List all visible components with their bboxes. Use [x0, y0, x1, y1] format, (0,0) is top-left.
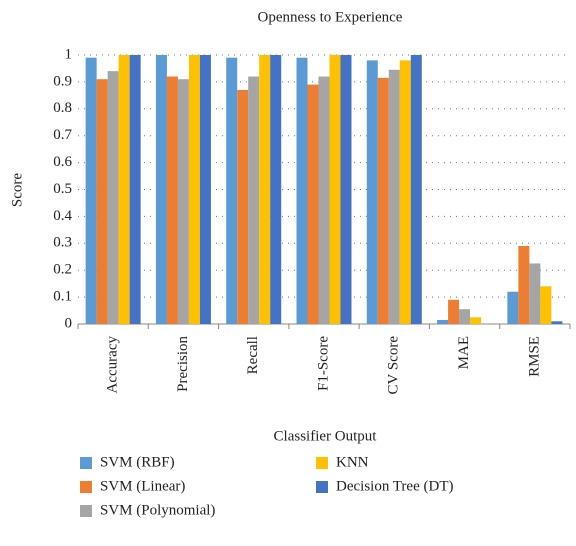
x-tick-label: F1-Score	[315, 336, 331, 391]
bar	[399, 60, 411, 324]
bar	[329, 55, 341, 324]
bar	[226, 57, 238, 324]
bar	[318, 76, 330, 325]
y-tick-label: 1	[65, 46, 73, 62]
y-tick-label: 0.1	[53, 289, 72, 305]
y-tick-label: 0.7	[53, 127, 72, 143]
x-tick-label: CV Score	[386, 336, 402, 395]
bar	[518, 245, 530, 324]
x-tick-label: Recall	[245, 336, 261, 374]
legend-swatch	[80, 481, 92, 493]
bar	[96, 79, 108, 325]
x-tick-label: RMSE	[526, 336, 542, 377]
x-tick-label: Precision	[175, 336, 191, 392]
x-axis-label: Classifier Output	[274, 428, 378, 444]
bar	[270, 55, 282, 324]
bar	[470, 317, 482, 324]
bar	[85, 57, 97, 324]
bar	[540, 286, 552, 324]
bar	[366, 60, 378, 324]
bar	[237, 89, 249, 324]
y-tick-label: 0.2	[53, 262, 72, 278]
bar	[448, 299, 460, 324]
bar	[248, 76, 260, 325]
bar	[307, 84, 319, 324]
y-tick-label: 0.5	[53, 181, 72, 197]
bar	[377, 77, 389, 325]
bar	[551, 321, 563, 324]
legend-label: KNN	[336, 454, 369, 470]
bar	[296, 57, 308, 324]
legend-swatch	[316, 481, 328, 493]
legend-label: Decision Tree (DT)	[336, 478, 453, 494]
bar	[177, 79, 189, 325]
bar	[507, 291, 519, 324]
legend-label: SVM (RBF)	[100, 454, 175, 470]
bar	[166, 76, 178, 325]
legend-swatch	[80, 505, 92, 517]
bar	[129, 55, 141, 324]
bar	[118, 55, 130, 324]
y-tick-label: 0	[65, 315, 73, 331]
bar	[410, 55, 422, 324]
y-axis-label: Score	[9, 173, 25, 207]
x-tick-label: Accuracy	[105, 336, 121, 394]
y-tick-label: 0.3	[53, 235, 72, 251]
y-tick-label: 0.6	[53, 154, 72, 170]
bar	[529, 263, 541, 324]
bar	[155, 55, 167, 324]
bar	[388, 69, 400, 324]
bar	[188, 55, 200, 324]
legend-label: SVM (Polynomial)	[100, 502, 215, 518]
bar	[437, 319, 449, 324]
bar	[340, 55, 352, 324]
y-tick-label: 0.9	[53, 73, 72, 89]
bar	[259, 55, 271, 324]
legend-swatch	[80, 457, 92, 469]
bar	[107, 71, 119, 324]
y-tick-label: 0.4	[53, 208, 72, 224]
chart-title: Openness to Experience	[258, 9, 403, 25]
x-tick-label: MAE	[456, 336, 472, 369]
bar	[199, 55, 211, 324]
bar	[459, 309, 471, 324]
legend-label: SVM (Linear)	[100, 478, 185, 494]
y-tick-label: 0.8	[53, 100, 72, 116]
legend-swatch	[316, 457, 328, 469]
